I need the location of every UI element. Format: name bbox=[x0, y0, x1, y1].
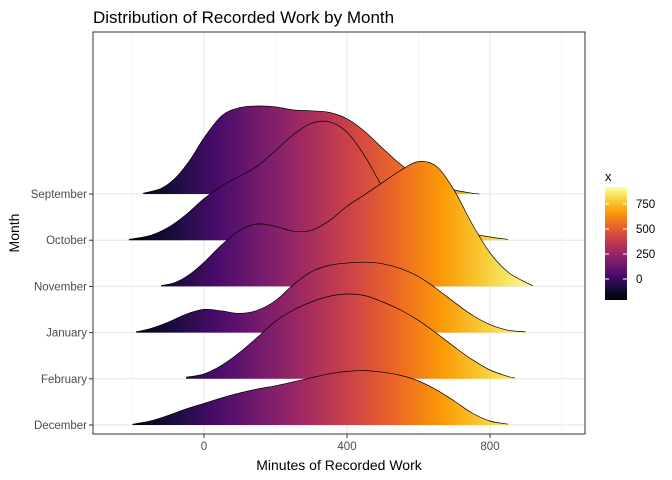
x-tick-label-0: 0 bbox=[201, 441, 207, 453]
ridge-line-november bbox=[161, 161, 534, 286]
legend-label-0: 0 bbox=[636, 274, 642, 286]
color-legend: x 0 250 500 750 bbox=[605, 169, 655, 300]
legend-ticks: 0 250 500 750 bbox=[605, 199, 655, 286]
legend-label-750: 750 bbox=[636, 199, 655, 211]
legend-label-250: 250 bbox=[636, 249, 655, 261]
x-tick-label-800: 800 bbox=[480, 441, 499, 453]
y-tick-label-october: October bbox=[46, 235, 87, 247]
ridge-area-november bbox=[161, 161, 533, 287]
y-tick-label-september: September bbox=[31, 189, 87, 201]
x-tick-label-400: 400 bbox=[337, 441, 356, 453]
x-axis: 0 400 800 bbox=[201, 434, 500, 453]
ridges-layer bbox=[128, 105, 534, 425]
y-tick-label-january: January bbox=[46, 328, 87, 340]
x-axis-title: Minutes of Recorded Work bbox=[256, 457, 422, 473]
ridge-line-december bbox=[132, 370, 508, 425]
ridge-line-february bbox=[186, 293, 516, 379]
y-tick-label-november: November bbox=[34, 281, 87, 293]
ridge-line-january bbox=[135, 261, 526, 333]
legend-colorbar bbox=[605, 187, 627, 300]
y-tick-label-february: February bbox=[41, 374, 87, 386]
chart-title: Distribution of Recorded Work by Month bbox=[93, 8, 394, 27]
ridge-area-october bbox=[128, 121, 508, 241]
legend-title: x bbox=[605, 169, 612, 184]
panel-border bbox=[92, 31, 586, 435]
ridge-area-december bbox=[132, 370, 508, 425]
ridge-area-february bbox=[186, 293, 516, 379]
y-axis: December February January November October Se… bbox=[31, 189, 93, 432]
legend-label-500: 500 bbox=[636, 224, 655, 236]
y-axis-title: Month bbox=[6, 214, 22, 253]
y-tick-label-december: December bbox=[34, 420, 87, 432]
